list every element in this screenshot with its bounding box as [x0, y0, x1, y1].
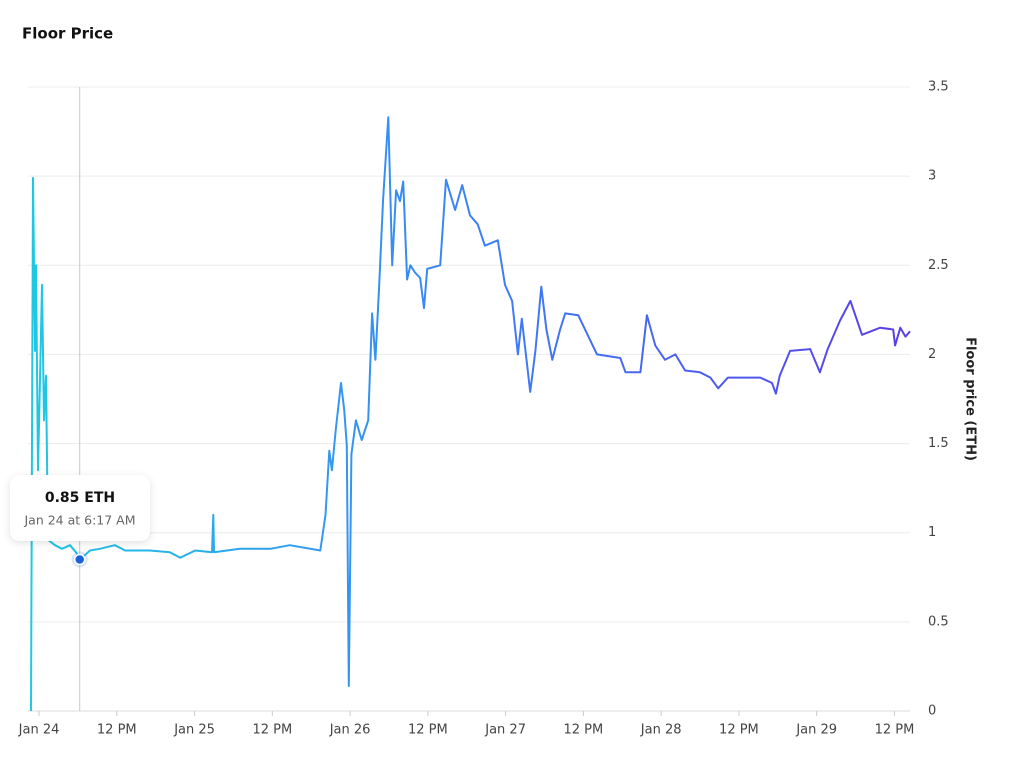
x-tick-label: 12 PM: [252, 723, 292, 738]
tooltip-value: 0.85 ETH: [45, 490, 115, 506]
y-tick-label: 2: [928, 347, 936, 362]
y-tick-label: 2.5: [928, 258, 949, 273]
x-tick-label: Jan 26: [329, 723, 371, 738]
y-axis-label: Floor price (ETH): [963, 337, 978, 461]
x-tick-label: 12 PM: [97, 723, 137, 738]
y-tick-label: 1: [928, 525, 936, 540]
x-tick-label: Jan 28: [640, 723, 682, 738]
y-tick-label: 3.5: [928, 80, 949, 95]
tooltip: 0.85 ETH Jan 24 at 6:17 AM: [10, 475, 150, 541]
x-tick-label: 12 PM: [875, 723, 915, 738]
hover-point: [73, 553, 86, 566]
y-tick-label: 3: [928, 169, 936, 184]
x-tick-label: 12 PM: [408, 723, 448, 738]
tooltip-date: Jan 24 at 6:17 AM: [23, 513, 135, 528]
x-tick-label: Jan 29: [795, 723, 837, 738]
x-tick-label: Jan 25: [173, 723, 215, 738]
y-tick-label: 0: [928, 704, 936, 719]
x-tick-label: 12 PM: [719, 723, 759, 738]
tooltip-box: [10, 475, 150, 541]
price-line: [30, 116, 911, 712]
x-tick-label: 12 PM: [564, 723, 604, 738]
y-tick-label: 1.5: [928, 436, 949, 451]
chart-title: Floor Price: [22, 25, 113, 43]
x-tick-label: Jan 24: [18, 723, 60, 738]
y-tick-label: 0.5: [928, 614, 949, 629]
x-tick-label: Jan 27: [484, 723, 526, 738]
